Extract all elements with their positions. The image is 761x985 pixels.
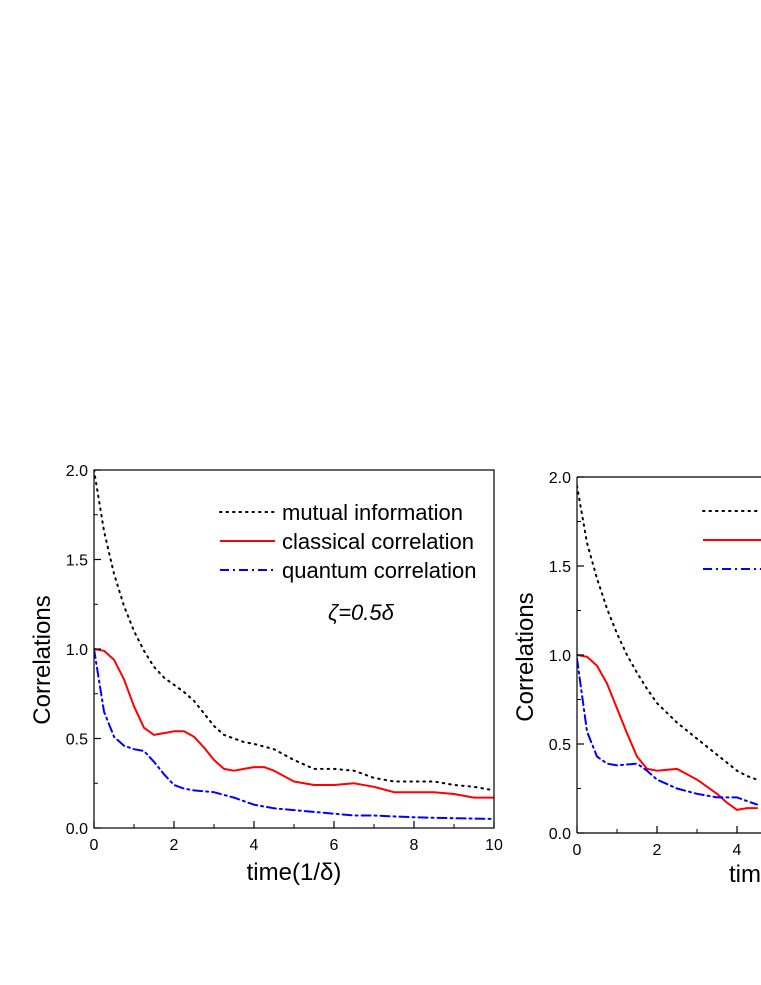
right-panel-axes: 0 2 4 0.0 0.5 1.0 1.5 2.0 xyxy=(549,470,742,859)
right-y-tick-label: 1.5 xyxy=(549,559,571,576)
right-y-tick-label: 0.5 xyxy=(549,737,571,754)
right-panel: 0 2 4 0.0 0.5 1.0 1.5 2.0 tim Correlations xyxy=(512,470,761,888)
right-y-tick-label: 0.0 xyxy=(549,826,571,843)
right-y-tick-label: 2.0 xyxy=(549,470,571,487)
left-x-tick-label: 6 xyxy=(330,837,339,854)
left-y-tick-label: 0.5 xyxy=(66,732,88,749)
legend-label-quantum-correlation: quantum correlation xyxy=(282,558,476,583)
right-x-tick-label: 2 xyxy=(653,842,662,859)
left-y-tick-label: 2.0 xyxy=(66,463,88,480)
left-panel: 0 2 4 6 8 10 0.0 0.5 1.0 1.5 2.0 mutual informatio… xyxy=(29,463,503,886)
right-y-tick-label: 1.0 xyxy=(549,648,571,665)
left-y-axis-label: Correlations xyxy=(29,595,56,724)
left-panel-series xyxy=(94,470,494,820)
right-panel-series xyxy=(577,484,758,811)
left-legend: mutual information classical correlation… xyxy=(219,500,476,583)
left-x-tick-label: 4 xyxy=(250,837,259,854)
left-x-axis-label: time(1/δ) xyxy=(247,859,342,886)
legend-label-mutual-information: mutual information xyxy=(282,500,463,525)
left-x-tick-label: 0 xyxy=(90,837,99,854)
right-x-tick-label: 0 xyxy=(573,842,582,859)
right-x-axis-label: tim xyxy=(729,861,761,888)
left-series-mutual-information xyxy=(94,470,494,792)
left-x-tick-label: 10 xyxy=(485,837,503,854)
left-series-quantum-correlation xyxy=(94,648,494,820)
right-series-classical-correlation xyxy=(577,654,758,811)
left-panel-axes: 0 2 4 6 8 10 0.0 0.5 1.0 1.5 2.0 xyxy=(66,463,503,854)
right-y-axis-label: Correlations xyxy=(512,592,539,721)
left-y-tick-label: 1.5 xyxy=(66,553,88,570)
left-x-tick-label: 2 xyxy=(170,837,179,854)
left-y-tick-label: 0.0 xyxy=(66,821,88,838)
left-x-tick-label: 8 xyxy=(410,837,419,854)
right-series-quantum-correlation xyxy=(577,657,758,806)
left-y-tick-label: 1.0 xyxy=(66,642,88,659)
legend-label-classical-correlation: classical correlation xyxy=(282,529,474,554)
right-series-mutual-information xyxy=(577,484,758,781)
right-legend xyxy=(702,510,761,570)
right-x-tick-label: 4 xyxy=(733,842,742,859)
left-annotation-zeta: ζ=0.5δ xyxy=(328,600,395,625)
left-series-classical-correlation xyxy=(94,648,494,799)
